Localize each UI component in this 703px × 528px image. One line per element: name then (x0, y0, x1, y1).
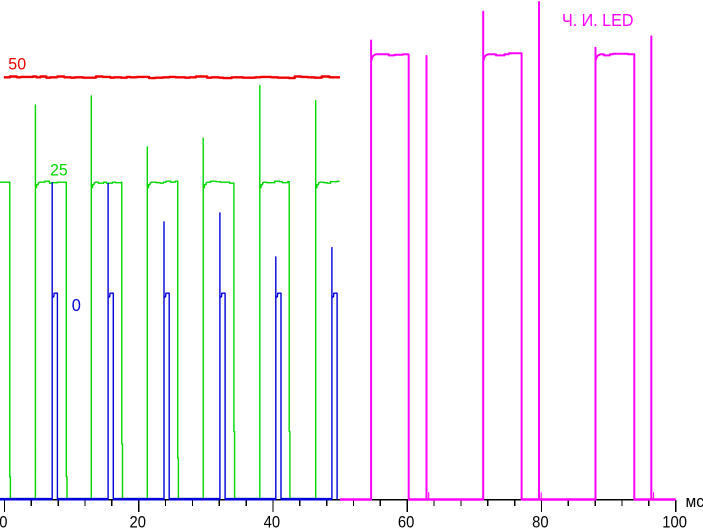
svg-text:Ч. И. LED: Ч. И. LED (562, 11, 633, 31)
svg-text:25: 25 (50, 161, 68, 179)
svg-text:100: 100 (662, 513, 687, 528)
svg-text:60: 60 (398, 513, 415, 528)
svg-text:0: 0 (72, 294, 81, 315)
svg-text:мс: мс (686, 493, 703, 512)
svg-text:80: 80 (532, 513, 549, 528)
svg-text:20: 20 (129, 513, 146, 528)
svg-text:40: 40 (264, 513, 281, 528)
svg-text:0: 0 (0, 513, 8, 528)
svg-text:50: 50 (8, 55, 26, 73)
